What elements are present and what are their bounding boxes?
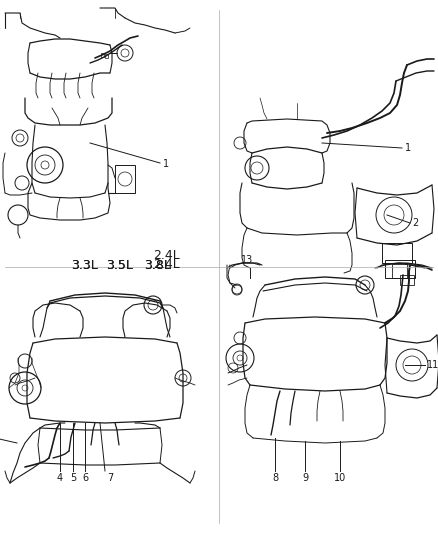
Text: 2.4L: 2.4L [152,249,180,262]
Text: 13: 13 [241,255,253,265]
Text: 4: 4 [57,473,63,483]
Text: 3.5L: 3.5L [106,259,133,272]
Text: 2: 2 [412,218,418,228]
Text: 10: 10 [334,473,346,483]
Bar [400,275,414,285]
Text: 3.8L: 3.8L [144,259,171,272]
Text: 5: 5 [70,473,76,483]
Text: 11: 11 [427,360,438,370]
Text: 3.5L: 3.5L [106,259,133,272]
Text: 3.8L: 3.8L [144,259,171,272]
Text: 2.4L: 2.4L [153,258,180,271]
Bar [105,54,108,58]
Bar [385,260,415,278]
Text: 6: 6 [82,473,88,483]
Bar [101,53,104,57]
Text: 3.3L: 3.3L [71,259,98,272]
Text: 1: 1 [405,143,411,153]
Text: 9: 9 [302,473,308,483]
Text: 1: 1 [163,159,169,169]
Bar [115,165,135,193]
Text: 3.3L: 3.3L [71,259,98,272]
Text: 8: 8 [272,473,278,483]
Text: 7: 7 [107,473,113,483]
Bar [382,243,412,263]
Bar [392,264,407,278]
